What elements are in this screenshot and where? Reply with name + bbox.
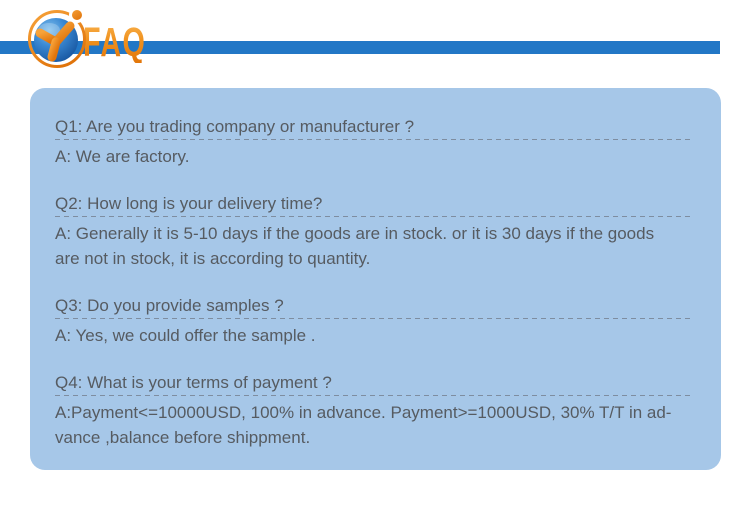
faq-item: Q2: How long is your delivery time? A: G… [55,192,693,271]
dashed-divider [55,318,693,319]
answer-line: A: We are factory. [55,147,190,166]
page-title: FAQ [83,19,147,65]
faq-item: Q3: Do you provide samples ? A: Yes, we … [55,294,693,348]
question-line: Q2: How long is your delivery time? [55,194,323,213]
answer-block: A: We are factory. [55,140,693,169]
question-line: Q3: Do you provide samples ? [55,296,284,315]
answer-line: vance ,balance before shippment. [55,428,311,447]
faq-item: Q1: Are you trading company or manufactu… [55,115,693,169]
faq-panel: Q1: Are you trading company or manufactu… [30,88,721,470]
answer-block: A:Payment<=10000USD, 100% in advance. Pa… [55,396,693,450]
question-line: Q1: Are you trading company or manufactu… [55,117,415,136]
dashed-divider [55,139,693,140]
answer-line: A:Payment<=10000USD, 100% in advance. Pa… [55,403,672,422]
answer-block: A: Yes, we could offer the sample . [55,319,693,348]
answer-line: are not in stock, it is according to qua… [55,249,371,268]
company-logo-icon [25,2,93,70]
faq-item: Q4: What is your terms of payment ? A:Pa… [55,371,693,450]
answer-line: A: Yes, we could offer the sample . [55,326,316,345]
answer-block: A: Generally it is 5-10 days if the good… [55,217,693,271]
question-line: Q4: What is your terms of payment ? [55,373,332,392]
answer-line: A: Generally it is 5-10 days if the good… [55,224,655,243]
header-accent-bar [0,41,720,54]
dashed-divider [55,216,693,217]
dashed-divider [55,395,693,396]
